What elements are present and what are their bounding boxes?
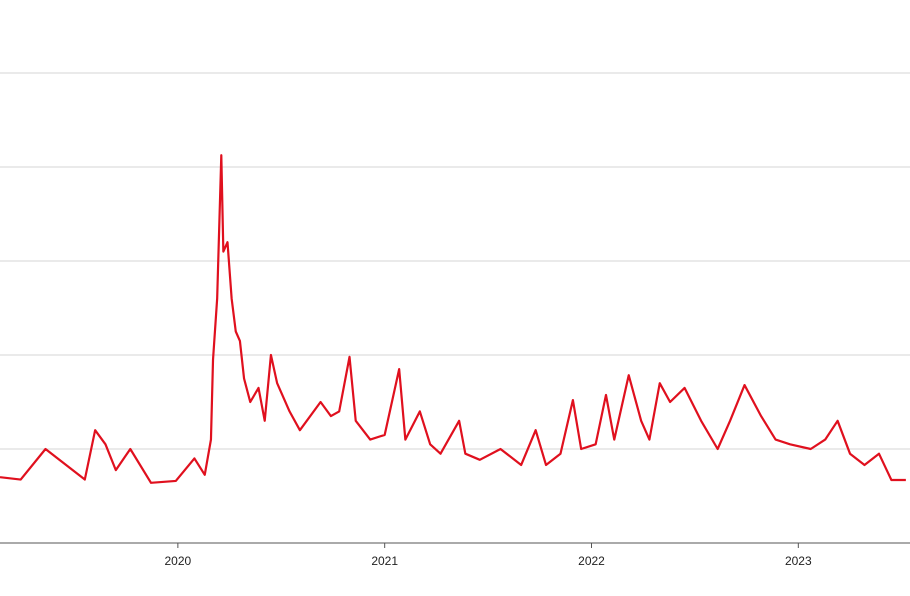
x-tick-label: 2022 — [578, 554, 605, 568]
x-tick-label: 2021 — [371, 554, 398, 568]
x-tick-label: 2023 — [785, 554, 812, 568]
data-line — [0, 154, 906, 484]
x-tick-label: 2020 — [165, 554, 192, 568]
